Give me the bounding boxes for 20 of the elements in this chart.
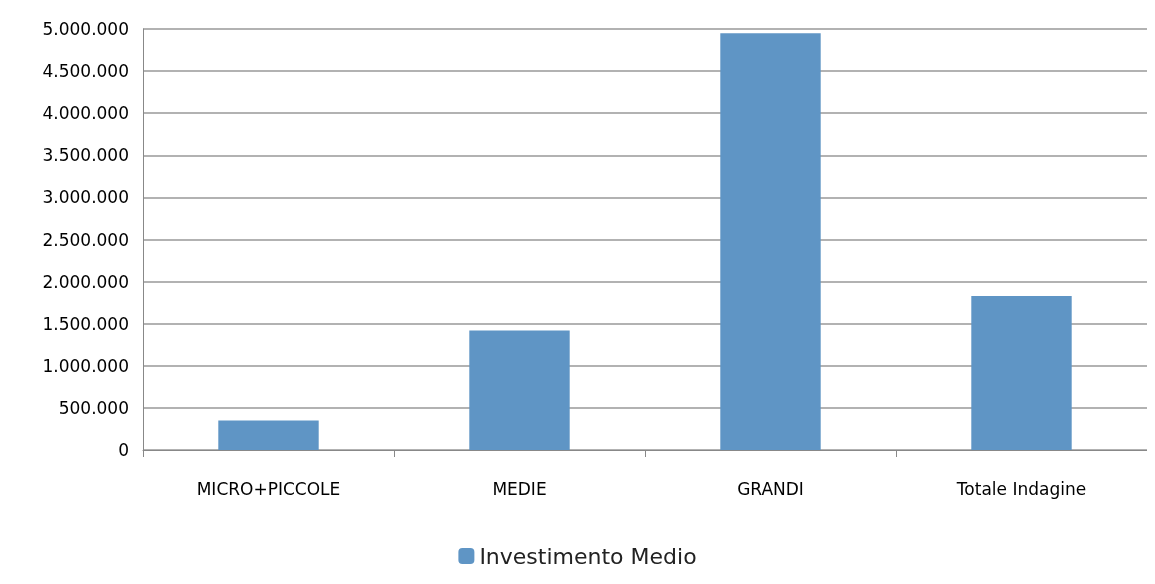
bar [720,33,821,450]
y-tick-label: 4.500.000 [42,61,129,82]
y-tick-label: 5.000.000 [42,19,129,39]
y-tick-label: 1.000.000 [42,355,129,376]
y-tick-label: 500.000 [58,397,129,418]
y-tick-label: 2.000.000 [42,271,129,292]
bar [218,420,319,450]
y-tick-label: 3.500.000 [42,145,129,166]
legend-label: Investimento Medio [479,543,697,569]
bar [469,330,570,450]
y-tick-label: 1.500.000 [42,313,129,334]
x-tick-label: Totale Indagine [955,478,1087,499]
y-tick-label: 0 [118,440,129,460]
y-tick-label: 3.000.000 [42,187,129,208]
x-tick-label: MEDIE [492,478,547,499]
x-tick-label: MICRO+PICCOLE [196,478,341,499]
y-tick-label: 2.500.000 [42,229,129,250]
bar [971,295,1072,450]
y-tick-label: 4.000.000 [42,103,129,124]
x-tick-label: GRANDI [737,478,804,499]
